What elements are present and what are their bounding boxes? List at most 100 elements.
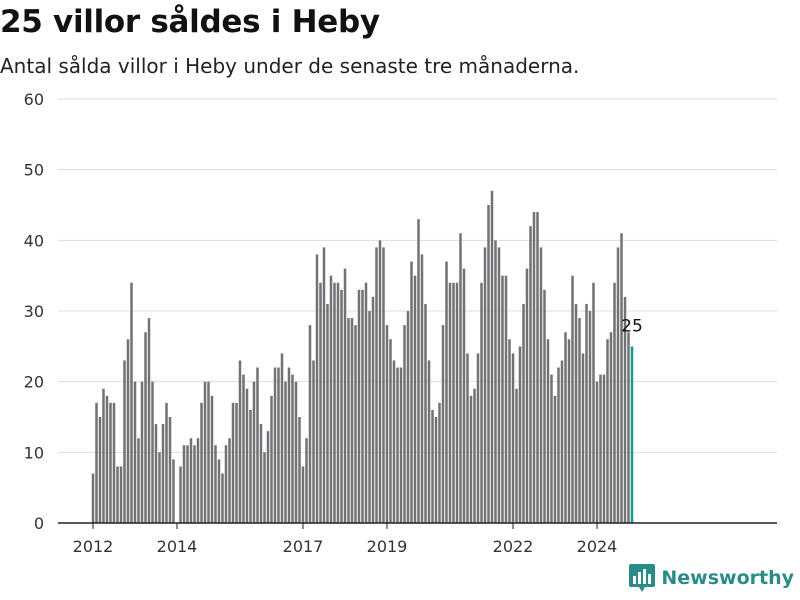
bar-46 (252, 381, 256, 523)
bar-87 (396, 367, 399, 523)
bar-3 (102, 388, 105, 523)
bar-50 (266, 431, 270, 523)
bar-90 (406, 311, 410, 523)
bar-112 (483, 247, 487, 523)
y-tick-label-40: 40 (24, 231, 44, 250)
bar-8 (119, 466, 123, 523)
y-tick-label-10: 10 (24, 443, 44, 462)
brand-name: Newsworthy (661, 567, 794, 589)
bar-31 (200, 402, 203, 523)
page-subtitle: Antal sålda villor i Heby under de senas… (0, 54, 580, 78)
bar-52 (273, 367, 277, 523)
bar-132 (553, 395, 557, 523)
bar-127 (536, 212, 539, 524)
x-tick-label-2022: 2022 (493, 537, 534, 556)
bar-101 (445, 261, 448, 523)
bar-73 (347, 318, 350, 523)
bar-98 (434, 417, 438, 523)
bar-148 (609, 332, 613, 523)
bar-89 (403, 325, 406, 523)
newsworthy-logo-icon (629, 564, 656, 592)
bar-28 (189, 438, 193, 523)
bar-88 (399, 367, 403, 523)
x-tick-label-2012: 2012 (73, 537, 114, 556)
bar-85 (389, 339, 392, 523)
bar-6 (112, 402, 116, 523)
bar-124 (525, 268, 529, 523)
bar-30 (196, 438, 200, 523)
bar-152 (623, 296, 627, 523)
bar-82 (378, 240, 382, 524)
bar-53 (277, 367, 280, 523)
bar-43 (242, 374, 245, 523)
bar-122 (518, 346, 522, 523)
bar-77 (361, 289, 364, 523)
bar-37 (221, 473, 224, 523)
bar-25 (179, 466, 182, 523)
bar-130 (546, 339, 550, 523)
bar-14 (140, 381, 144, 523)
bar-57 (291, 374, 294, 523)
bar-111 (480, 282, 483, 523)
bar-106 (462, 268, 466, 523)
bar-99 (438, 402, 441, 523)
bar-141 (585, 303, 588, 523)
bar-144 (595, 381, 599, 523)
bar-35 (214, 445, 217, 523)
bar-83 (382, 247, 385, 523)
bar-12 (133, 381, 137, 523)
bar-140 (581, 353, 585, 523)
newsworthy-logo: Newsworthy (629, 564, 794, 592)
bar-40 (231, 402, 235, 523)
bar-1 (95, 402, 98, 523)
bar-13 (137, 438, 140, 523)
bar-134 (560, 360, 564, 523)
bar-137 (571, 275, 574, 523)
bar-113 (487, 205, 490, 523)
bar-59 (298, 417, 301, 523)
bar-44 (245, 388, 249, 523)
bar-123 (522, 303, 525, 523)
bars (91, 190, 634, 524)
bar-151 (620, 233, 623, 523)
bar-63 (312, 360, 315, 523)
bar-16 (147, 318, 151, 523)
bar-47 (256, 367, 259, 523)
bar-2 (98, 417, 102, 523)
bar-136 (567, 339, 571, 523)
bar-11 (130, 282, 133, 523)
bar-109 (473, 388, 476, 523)
bar-105 (459, 233, 462, 523)
bar-68 (329, 275, 333, 523)
bar-143 (592, 282, 595, 523)
bar-102 (448, 282, 452, 523)
bar-29 (193, 445, 196, 523)
x-tick-label-2019: 2019 (367, 537, 408, 556)
bar-153 (627, 332, 630, 523)
bar-116 (497, 247, 501, 523)
bar-104 (455, 282, 459, 523)
bar-58 (294, 381, 298, 523)
bar-56 (287, 367, 291, 523)
bar-4 (105, 395, 109, 523)
bar-22 (168, 417, 172, 523)
y-tick-label-50: 50 (24, 161, 44, 180)
bar-74 (350, 318, 354, 523)
bar-41 (235, 402, 238, 523)
x-tick-label-2024: 2024 (577, 537, 618, 556)
bar-96 (427, 360, 431, 523)
bar-64 (315, 254, 319, 523)
page-title: 25 villor såldes i Heby (0, 4, 380, 40)
bar-33 (207, 381, 210, 523)
bar-0 (91, 473, 95, 523)
bar-21 (165, 402, 168, 523)
bar-9 (123, 360, 126, 523)
bar-18 (154, 424, 158, 523)
bar-142 (588, 311, 592, 523)
bar-131 (550, 374, 553, 523)
bar-67 (326, 303, 329, 523)
bar-49 (263, 452, 266, 523)
y-axis-ticks: 0 10 20 30 40 50 60 (24, 90, 44, 533)
bar-135 (564, 332, 567, 523)
